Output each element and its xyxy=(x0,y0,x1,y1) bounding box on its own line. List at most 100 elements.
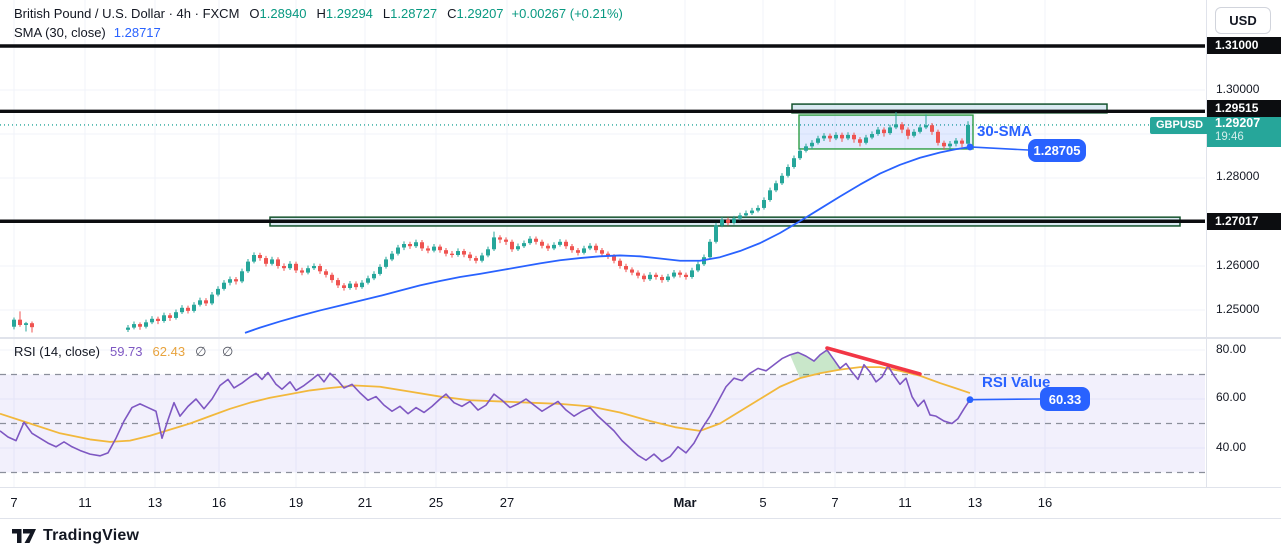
candle-body xyxy=(732,218,736,223)
candle-body xyxy=(840,134,844,139)
candle-body xyxy=(828,135,832,139)
candle-body xyxy=(762,200,766,208)
symbol-legend[interactable]: British Pound / U.S. Dollar · 4h · FXCM O… xyxy=(14,6,623,21)
rsi-callout-badge[interactable]: 60.33 xyxy=(1040,387,1090,411)
open-label: O xyxy=(249,6,260,21)
candle-body xyxy=(708,241,712,258)
candle-body xyxy=(792,158,796,167)
candle-body xyxy=(24,323,28,325)
time-axis-label: 7 xyxy=(10,495,18,510)
time-axis-label: 19 xyxy=(288,495,304,510)
candle-body xyxy=(798,150,802,159)
candle-body xyxy=(180,307,184,313)
price-axis[interactable]: 1.29207 19:46 1.30000 1.28000 1.26000 1.250… xyxy=(1206,0,1281,487)
rsi-line[interactable] xyxy=(0,349,971,463)
candle-body xyxy=(666,276,670,281)
candle-body xyxy=(30,323,34,328)
currency-button[interactable]: USD xyxy=(1215,7,1271,34)
candle-body xyxy=(774,183,778,191)
candle-body xyxy=(936,131,940,143)
candle-body xyxy=(690,270,694,277)
rsi-callout-label[interactable]: RSI Value xyxy=(982,374,1051,391)
rsi-legend[interactable]: RSI (14, close) 59.73 62.43 ∅ ∅ xyxy=(14,344,239,360)
candle-body xyxy=(750,210,754,214)
candle-body xyxy=(822,135,826,139)
candle-body xyxy=(834,134,838,139)
candle-body xyxy=(876,129,880,134)
rsi-callout-dot[interactable] xyxy=(966,396,974,404)
time-axis-label: Mar xyxy=(673,495,697,510)
candle-body xyxy=(870,134,874,138)
rsi-trendline[interactable] xyxy=(825,346,922,376)
candle-body xyxy=(144,322,148,327)
sma-value: 1.28717 xyxy=(113,25,161,40)
sma-callout-leader xyxy=(969,146,1029,151)
candle-body xyxy=(654,274,658,277)
sma-30-line[interactable] xyxy=(244,146,971,334)
candle-body xyxy=(594,245,598,251)
candle-body xyxy=(960,140,964,144)
candle-body xyxy=(216,288,220,295)
candle-body xyxy=(270,259,274,264)
candle-body xyxy=(246,261,250,272)
candle-body xyxy=(630,269,634,273)
candle-body xyxy=(150,318,154,323)
candle-body xyxy=(300,270,304,273)
rsi-ma-line[interactable] xyxy=(0,366,971,443)
brand-name[interactable]: TradingView xyxy=(43,527,140,544)
symbol-price-flag[interactable]: GBPUSD xyxy=(1150,117,1210,134)
candle-body xyxy=(462,251,466,255)
candle-body xyxy=(744,213,748,216)
candle-body xyxy=(738,215,742,219)
candle-body xyxy=(174,312,178,318)
candle-body xyxy=(552,244,556,249)
candle-body xyxy=(360,282,364,288)
bar-countdown: 19:46 xyxy=(1215,131,1244,143)
candle-body xyxy=(474,258,478,261)
sma-callout-dot[interactable] xyxy=(966,143,974,151)
candle-body xyxy=(606,253,610,257)
candle-body xyxy=(720,219,724,226)
rsi-ma-value: 62.43 xyxy=(152,344,186,359)
current-price-value: 1.29207 xyxy=(1215,116,1261,130)
candle-body xyxy=(954,140,958,144)
time-axis[interactable]: 7 11 13 16 19 21 25 27 Mar 5 7 11 13 16 xyxy=(0,487,1281,519)
time-axis-label: 7 xyxy=(831,495,839,510)
low-label: L xyxy=(382,6,391,21)
tradingview-logo-icon[interactable] xyxy=(12,528,36,544)
candle-body xyxy=(726,219,730,223)
sma-legend[interactable]: SMA (30, close) 1.28717 xyxy=(14,25,161,40)
candle-body xyxy=(894,124,898,128)
candle-body xyxy=(858,139,862,143)
candle-body xyxy=(348,283,352,288)
candle-body xyxy=(210,294,214,304)
candle-body xyxy=(780,175,784,184)
candle-body xyxy=(576,250,580,253)
candle-body xyxy=(228,279,232,283)
candle-body xyxy=(222,282,226,289)
candle-body xyxy=(714,225,718,242)
candle-body xyxy=(396,247,400,254)
candle-body xyxy=(450,253,454,255)
candle-body xyxy=(564,241,568,247)
time-axis-label: 21 xyxy=(357,495,373,510)
candle-body xyxy=(312,266,316,269)
sma-callout-label[interactable]: 30-SMA xyxy=(977,123,1033,140)
candle-body xyxy=(138,324,142,327)
candle-body xyxy=(624,266,628,270)
candle-body xyxy=(948,143,952,147)
candle-body xyxy=(756,207,760,211)
candle-body xyxy=(162,315,166,321)
chart-canvas[interactable] xyxy=(0,0,1281,518)
rsi-callout-leader xyxy=(969,398,1041,401)
rsi-axis-tick: 80.00 xyxy=(1216,342,1247,356)
price-axis-tick: 1.28000 xyxy=(1216,169,1260,183)
candle-body xyxy=(252,255,256,262)
sma-callout-badge[interactable]: 1.28705 xyxy=(1028,139,1086,162)
price-axis-tick: 1.26000 xyxy=(1216,258,1260,272)
candle-body xyxy=(588,245,592,249)
candle-body xyxy=(204,300,208,304)
candle-body xyxy=(276,259,280,266)
candle-body xyxy=(684,274,688,277)
sma-label: SMA (30, close) xyxy=(14,25,106,40)
